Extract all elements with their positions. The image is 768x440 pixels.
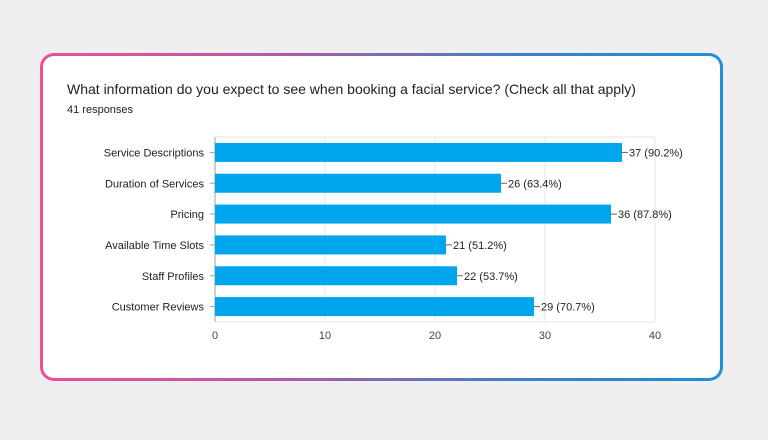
data-label: 29 (70.7%) (541, 302, 595, 314)
bar (215, 173, 501, 193)
category-label: Duration of Services (105, 178, 205, 190)
data-label: 37 (90.2%) (629, 147, 683, 159)
bar (215, 142, 622, 162)
response-count: 41 responses (67, 104, 134, 116)
chart-title: What information do you expect to see wh… (67, 81, 636, 97)
bar (215, 204, 611, 224)
data-label: 22 (53.7%) (464, 271, 518, 283)
x-tick-label: 40 (649, 330, 661, 342)
bar (215, 235, 446, 255)
bar (215, 297, 534, 317)
data-label: 36 (87.8%) (618, 209, 672, 221)
category-label: Staff Profiles (142, 271, 205, 283)
data-label: 21 (51.2%) (453, 240, 507, 252)
category-label: Service Descriptions (104, 147, 205, 159)
category-label: Customer Reviews (112, 302, 205, 314)
data-label: 26 (63.4%) (508, 178, 562, 190)
x-tick-label: 30 (539, 330, 551, 342)
x-tick-label: 10 (319, 330, 331, 342)
category-label: Available Time Slots (105, 240, 204, 252)
category-label: Pricing (170, 209, 204, 221)
bar (215, 266, 457, 286)
x-tick-label: 0 (212, 330, 218, 342)
x-tick-label: 20 (429, 330, 441, 342)
